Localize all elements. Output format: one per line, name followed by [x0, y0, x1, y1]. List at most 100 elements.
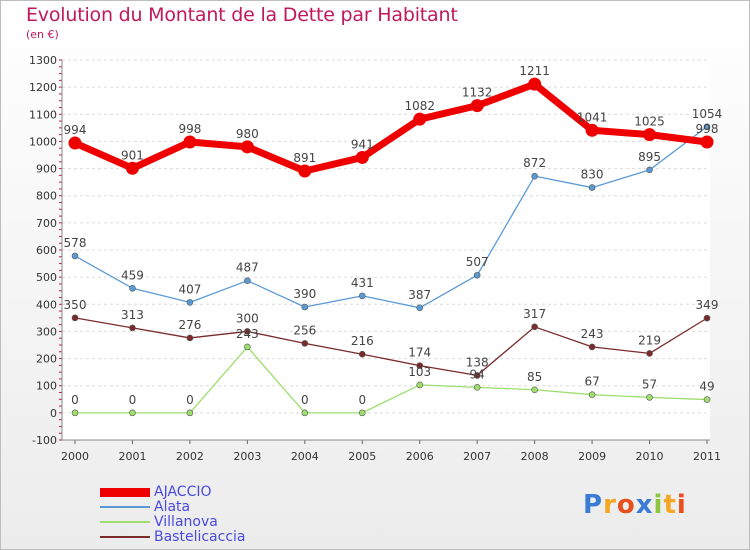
- data-point-ajaccio: [125, 161, 139, 175]
- data-point-alata: [416, 304, 424, 312]
- data-point-villanova: [129, 409, 136, 417]
- data-label-ajaccio: 1025: [634, 115, 665, 129]
- data-point-bastelicaccia: [301, 340, 309, 347]
- legend-label-ajaccio: AJACCIO: [154, 484, 212, 500]
- data-point-alata: [129, 284, 136, 292]
- data-label-alata: 431: [351, 276, 374, 290]
- x-tick-label: 2003: [233, 450, 261, 463]
- data-label-alata: 872: [523, 156, 546, 170]
- data-label-bastelicaccia: 300: [236, 311, 259, 325]
- data-label-alata: 578: [64, 236, 87, 250]
- x-tick-label: 2001: [118, 450, 146, 463]
- data-label-bastelicaccia: 276: [178, 318, 201, 332]
- x-tick-label: 2010: [636, 450, 664, 463]
- data-point-ajaccio: [298, 164, 312, 178]
- logo-letter: r: [603, 490, 617, 520]
- logo-letter: P: [583, 490, 604, 520]
- y-tick-label: 1300: [29, 54, 57, 67]
- legend-item-ajaccio[interactable]: AJACCIO: [100, 484, 212, 500]
- data-label-bastelicaccia: 350: [64, 298, 87, 312]
- data-point-ajaccio: [183, 135, 197, 149]
- data-point-alata: [646, 166, 653, 174]
- data-label-alata: 830: [581, 168, 604, 182]
- data-label-bastelicaccia: 174: [408, 346, 431, 360]
- data-label-bastelicaccia: 138: [466, 355, 489, 369]
- legend-label-alata: Alata: [154, 499, 191, 515]
- data-point-bastelicaccia: [71, 314, 79, 322]
- data-point-alata: [301, 303, 309, 311]
- data-label-ajaccio: 994: [64, 123, 87, 137]
- data-point-ajaccio: [413, 112, 427, 126]
- data-label-villanova: 0: [71, 393, 79, 407]
- data-point-ajaccio: [643, 128, 657, 142]
- series-line-villanova: [75, 346, 708, 414]
- data-label-ajaccio: 980: [236, 127, 259, 141]
- data-point-bastelicaccia: [473, 372, 481, 379]
- data-point-villanova: [703, 396, 711, 403]
- data-point-villanova: [301, 409, 309, 417]
- y-tick-label: -100: [32, 434, 57, 447]
- data-label-villanova: 103: [408, 365, 431, 379]
- y-tick-label: 200: [36, 353, 57, 366]
- legend-swatch-ajaccio: [100, 487, 150, 497]
- data-point-ajaccio: [355, 150, 369, 164]
- data-label-ajaccio: 891: [293, 151, 316, 165]
- series-line-alata: [74, 126, 708, 309]
- y-tick-label: 1000: [29, 135, 57, 148]
- data-label-villanova: 0: [358, 393, 366, 407]
- y-tick-label: 800: [36, 190, 57, 203]
- data-label-alata: 459: [121, 268, 144, 282]
- y-tick-label: 100: [36, 380, 57, 393]
- x-tick-label: 2007: [463, 450, 491, 463]
- data-point-villanova: [531, 386, 538, 394]
- data-label-ajaccio: 1211: [519, 64, 550, 78]
- data-label-villanova: 57: [642, 377, 657, 391]
- x-tick-label: 2008: [521, 450, 549, 463]
- data-point-villanova: [588, 391, 596, 398]
- data-label-villanova: 67: [584, 375, 599, 389]
- x-tick-label: 2009: [578, 450, 606, 463]
- legend-item-alata[interactable]: Alata: [100, 499, 191, 515]
- x-tick-label: 2006: [406, 450, 434, 463]
- data-point-ajaccio: [528, 77, 542, 91]
- data-point-bastelicaccia: [646, 350, 653, 357]
- legend-swatch-alata: [100, 506, 150, 508]
- legend-item-villanova[interactable]: Villanova: [100, 514, 218, 530]
- y-tick-label: 0: [50, 407, 57, 420]
- data-label-ajaccio: 1132: [462, 86, 493, 100]
- y-tick-label: 1100: [29, 108, 57, 121]
- data-label-bastelicaccia: 219: [638, 333, 661, 347]
- data-label-ajaccio: 998: [178, 122, 201, 136]
- data-label-villanova: 0: [186, 393, 194, 407]
- data-point-bastelicaccia: [244, 328, 251, 335]
- data-point-alata: [71, 252, 79, 260]
- data-point-alata: [186, 299, 194, 306]
- data-point-bastelicaccia: [531, 323, 538, 331]
- data-point-villanova: [473, 384, 481, 391]
- proxiti-logo: Proxiti: [583, 490, 687, 520]
- y-tick-label: 300: [36, 325, 57, 338]
- data-point-villanova: [244, 343, 251, 351]
- data-point-alata: [703, 123, 711, 131]
- data-point-ajaccio: [700, 135, 714, 149]
- data-point-ajaccio: [68, 136, 82, 150]
- chart-title: Evolution du Montant de la Dette par Hab…: [26, 4, 458, 26]
- data-label-villanova: 243: [236, 327, 259, 341]
- data-label-ajaccio: 998: [696, 122, 719, 136]
- legend-item-bastelicaccia[interactable]: Bastelicaccia: [100, 529, 246, 545]
- data-label-ajaccio: 901: [121, 148, 144, 162]
- y-tick-label: 700: [36, 217, 57, 230]
- chart-subtitle: (en €): [26, 28, 59, 41]
- x-tick-label: 2004: [291, 450, 319, 463]
- data-label-villanova: 94: [470, 367, 485, 381]
- data-label-alata: 390: [293, 287, 316, 301]
- data-point-alata: [244, 277, 251, 284]
- x-tick-label: 2002: [176, 450, 204, 463]
- data-point-ajaccio: [470, 99, 484, 113]
- x-tick-label: 2000: [61, 450, 89, 463]
- data-point-bastelicaccia: [416, 362, 424, 369]
- data-label-villanova: 49: [699, 380, 714, 394]
- y-tick-label: 600: [36, 244, 57, 257]
- data-label-alata: 407: [178, 282, 201, 296]
